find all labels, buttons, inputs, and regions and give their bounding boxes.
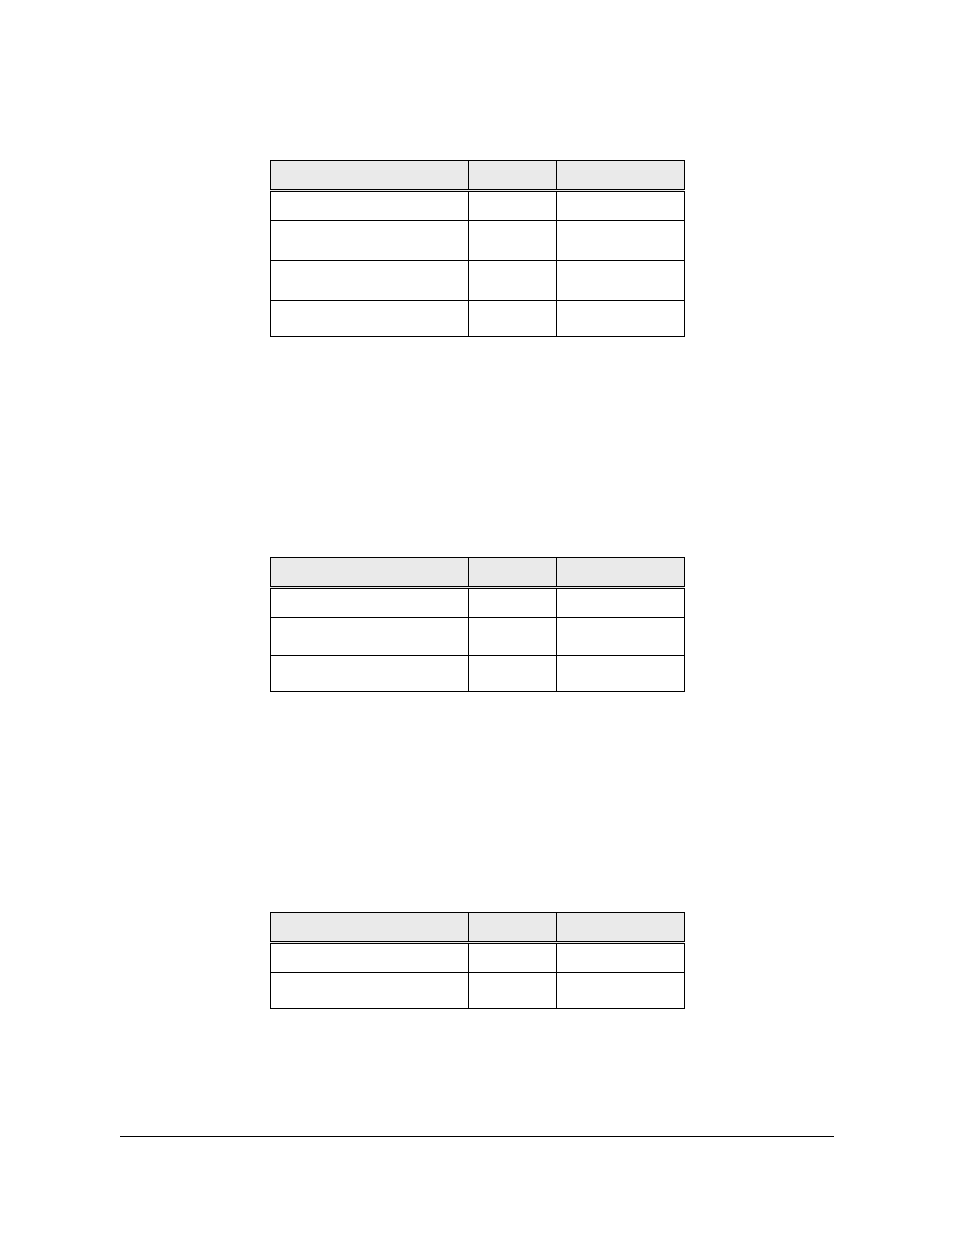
table-cell [556, 943, 684, 973]
table-header-cell [556, 913, 684, 943]
table-cell [556, 618, 684, 656]
table-cell [556, 191, 684, 221]
table-header-cell [556, 558, 684, 588]
table-header-cell [270, 913, 468, 943]
table-cell [468, 943, 556, 973]
table-cell [556, 301, 684, 337]
section-2 [120, 557, 834, 692]
table-cell [468, 973, 556, 1009]
table-1-wrap [120, 160, 834, 337]
table-row [270, 301, 684, 337]
table-cell [468, 656, 556, 692]
table-cell [468, 261, 556, 301]
table-row [270, 191, 684, 221]
table-cell [556, 221, 684, 261]
table-row [270, 913, 684, 943]
table-cell [270, 618, 468, 656]
table-cell [270, 973, 468, 1009]
table-row [270, 588, 684, 618]
table-header-cell [468, 558, 556, 588]
table-cell [270, 221, 468, 261]
table-row [270, 261, 684, 301]
table-row [270, 656, 684, 692]
table-cell [556, 261, 684, 301]
table-header-cell [556, 161, 684, 191]
table-row [270, 221, 684, 261]
section-3 [120, 912, 834, 1009]
table-row [270, 558, 684, 588]
table-cell [270, 588, 468, 618]
table-row [270, 618, 684, 656]
footer-rule [120, 1136, 834, 1137]
table-cell [556, 588, 684, 618]
table-1 [270, 160, 685, 337]
page [0, 0, 954, 1235]
table-3 [270, 912, 685, 1009]
section-1 [120, 160, 834, 337]
table-cell [270, 301, 468, 337]
table-cell [270, 261, 468, 301]
table-row [270, 161, 684, 191]
table-cell [556, 656, 684, 692]
content-area [120, 160, 834, 1049]
table-row [270, 943, 684, 973]
table-header-cell [270, 558, 468, 588]
table-cell [270, 656, 468, 692]
table-cell [468, 301, 556, 337]
table-cell [468, 221, 556, 261]
table-3-wrap [120, 912, 834, 1009]
table-cell [468, 618, 556, 656]
table-2-wrap [120, 557, 834, 692]
table-2 [270, 557, 685, 692]
table-cell [468, 588, 556, 618]
table-cell [270, 191, 468, 221]
table-header-cell [270, 161, 468, 191]
table-header-cell [468, 161, 556, 191]
table-row [270, 973, 684, 1009]
table-cell [468, 191, 556, 221]
table-header-cell [468, 913, 556, 943]
table-cell [270, 943, 468, 973]
table-cell [556, 973, 684, 1009]
